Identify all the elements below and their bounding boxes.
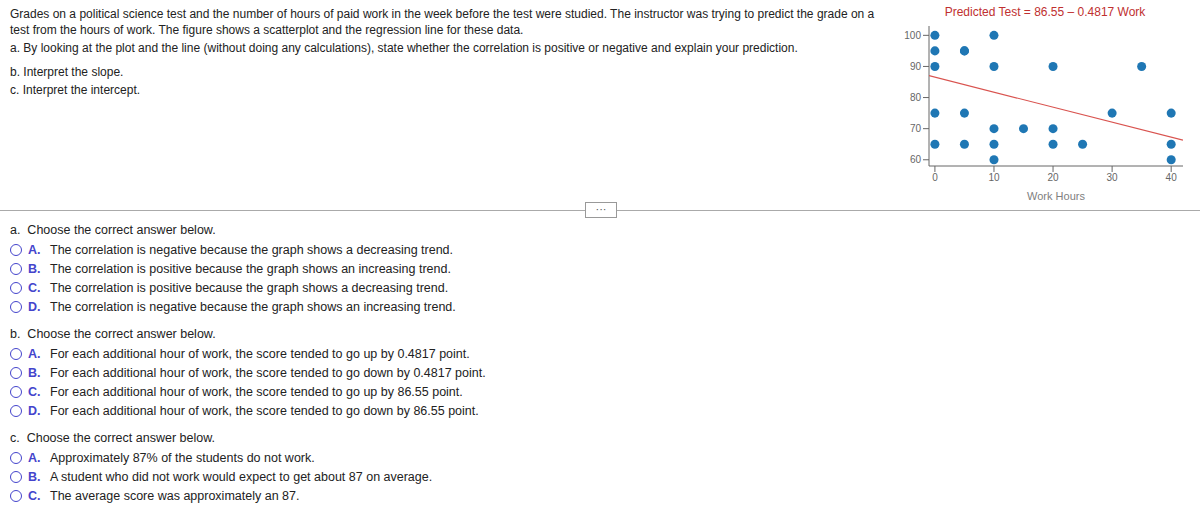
html-text:Approximately 87% of the stude: Approximately 87% of the students do not… <box>50 450 315 465</box>
html-text:B.: B. <box>28 261 41 276</box>
svg-text:20: 20 <box>1047 172 1059 183</box>
html-text:For each additional hour of wo: For each additional hour of work, the sc… <box>50 384 463 399</box>
html-text:c. Interpret the intercept.: c. Interpret the intercept. <box>10 83 141 97</box>
html-text:C.: C. <box>28 280 41 295</box>
html-text:D.: D. <box>28 299 41 314</box>
svg-text:70: 70 <box>910 123 922 134</box>
html-text:Predicted Test = 86.55 – 0.481: Predicted Test = 86.55 – 0.4817 Work <box>944 5 1146 19</box>
html-text:B.: B. <box>28 365 41 380</box>
html-text:A student who did not work wou: A student who did not work would expect … <box>50 469 433 484</box>
svg-text:60: 60 <box>910 154 922 165</box>
html-text:A.: A. <box>28 346 41 361</box>
html-text:a. By looking at the plot and: a. By looking at the plot and the line (… <box>10 41 798 55</box>
html-text:For each additional hour of wo: For each additional hour of work, the sc… <box>50 403 479 418</box>
html-text:c. Choose the correct answer b: c. Choose the correct answer below. <box>10 431 215 445</box>
svg-text:90: 90 <box>910 61 922 72</box>
svg-text:100: 100 <box>904 30 921 41</box>
html-text:Grades on a political science: Grades on a political science test and t… <box>10 7 875 37</box>
html-text:b. Choose the correct answer b: b. Choose the correct answer below. <box>10 327 216 341</box>
svg-text:0: 0 <box>932 172 938 183</box>
html-text:A.: A. <box>28 450 41 465</box>
html-text:a. Choose the correct answer b: a. Choose the correct answer below. <box>10 223 216 237</box>
html-text:C.: C. <box>28 384 41 399</box>
html-text:For each additional hour of wo: For each additional hour of work, the sc… <box>50 346 470 361</box>
svg-text:10: 10 <box>988 172 1000 183</box>
html-text:D.: D. <box>28 403 41 418</box>
html-text:The correlation is positive be: The correlation is positive because the … <box>50 261 451 276</box>
html-text:b. Interpret the slope.: b. Interpret the slope. <box>10 65 124 79</box>
svg-text:80: 80 <box>910 92 922 103</box>
html-text:The correlation is negative be: The correlation is negative because the … <box>50 299 456 314</box>
svg-text:Work Hours: Work Hours <box>1027 190 1085 202</box>
svg-text:30: 30 <box>1107 172 1119 183</box>
html-text:A.: A. <box>28 242 41 257</box>
html-text:For each additional hour of wo: For each additional hour of work, the sc… <box>50 365 486 380</box>
html-text:The correlation is negative be: The correlation is negative because the … <box>50 242 453 257</box>
html-text:C.: C. <box>28 488 41 503</box>
html-text:The correlation is positive be: The correlation is positive because the … <box>50 280 449 295</box>
svg-text:40: 40 <box>1166 172 1178 183</box>
html-text:B.: B. <box>28 469 41 484</box>
html-text:The average score was approxim: The average score was approximately an 8… <box>50 488 300 503</box>
